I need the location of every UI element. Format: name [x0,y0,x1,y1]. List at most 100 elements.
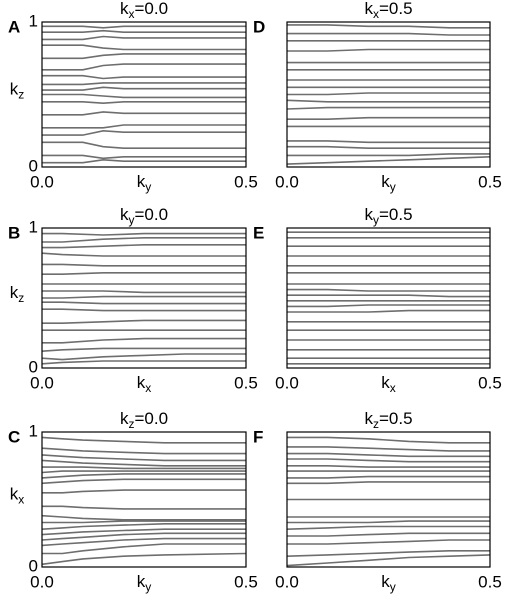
x-axis-label-subscript: x [145,381,151,395]
band-line [42,158,246,164]
band-line [287,288,490,292]
band-line [42,319,246,324]
band-line [42,111,246,116]
panel-title: kx=0.0 [120,0,168,21]
lines [42,25,246,164]
plot-frame [41,21,247,168]
panel-title-symbol: k [364,409,373,428]
band-line [42,44,246,51]
band-line [287,465,490,468]
x-tick-label: 0.0 [275,373,299,392]
panel-letter: E [253,223,264,242]
y-axis-label: kx [10,485,25,507]
x-axis-label-subscript: y [145,580,151,594]
x-axis-label-subscript: y [145,180,151,194]
band-line [41,523,246,530]
panel-title: ky=0.0 [120,205,168,227]
y-tick-label: 0 [29,357,38,376]
band-line [41,454,246,462]
band-line [42,93,246,99]
band-line [42,154,246,160]
x-axis-label-subscript: y [390,180,396,194]
band-line [287,153,490,157]
x-tick-label: 0.0 [30,172,54,191]
y-tick-label: 1 [29,421,38,440]
panel-title-value: =0.0 [134,205,168,224]
band-line [286,156,491,165]
panel-title-symbol: k [120,0,129,18]
x-axis-label-symbol: k [137,172,146,191]
band-line [287,92,490,96]
panel-title-subscript: x [128,7,134,21]
band-line [287,452,490,458]
x-tick-label: 0.5 [234,172,258,191]
band-line [287,458,490,463]
y-axis-label-symbol: k [10,80,19,99]
band-line [41,537,246,547]
band-line [42,272,246,275]
x-tick-label: 0.5 [234,572,258,591]
band-line [42,25,246,29]
y-tick-label: 0 [29,156,38,175]
band-line [287,481,490,485]
band-line [42,308,246,312]
band-line [287,539,490,545]
panel-title: ky=0.5 [364,205,412,227]
panel-title-subscript: x [373,7,379,21]
band-line [42,53,246,60]
band-line [41,252,246,257]
band-line [286,99,490,103]
band-line [42,237,246,243]
y-axis-label-symbol: k [10,283,19,302]
band-line [287,446,490,452]
x-axis-label: ky [137,572,152,594]
band-line [42,141,246,149]
lines [287,231,490,365]
panel-title-value: =0.0 [134,409,168,428]
panel-title: kz=0.5 [364,409,412,431]
plot-frame [41,227,247,369]
band-line [42,244,246,249]
band-line [41,447,246,455]
band-line [41,552,247,566]
x-axis-label: kx [381,373,396,395]
panel-letter: D [253,17,265,36]
y-axis-label: kz [10,80,25,102]
x-axis-label-symbol: k [137,572,146,591]
band-line [286,554,491,567]
band-line [286,525,490,530]
band-line [42,301,246,305]
band-line [287,145,490,149]
band-line [286,106,490,110]
band-line [41,528,246,536]
band-line [41,353,246,361]
band-line [41,473,246,479]
band-line [42,35,246,41]
x-tick-label: 0.5 [478,172,502,191]
x-tick-label: 0.5 [478,572,502,591]
plot-frame [286,227,491,369]
band-line [287,116,490,120]
band-line [42,290,246,294]
band-line [41,478,246,485]
band-line [287,532,490,537]
band-line [42,466,246,470]
plot-frame [286,431,491,568]
band-line [287,309,490,313]
band-line [42,489,246,494]
panel-title-value: =0.5 [379,409,413,428]
band-line [287,24,490,29]
x-tick-label: 0.0 [30,572,54,591]
y-axis-label: kz [10,283,25,305]
panel-title-value: =0.5 [379,0,413,18]
x-axis-label-subscript: y [390,580,396,594]
panel-title-value: =0.0 [134,0,168,18]
band-line [41,360,246,365]
lines [286,24,491,165]
band-line [42,295,246,299]
band-line [287,140,490,144]
panel-title-symbol: k [364,0,373,18]
plot-frame [286,21,491,168]
band-line [41,459,246,467]
x-tick-label: 0.0 [30,373,54,392]
